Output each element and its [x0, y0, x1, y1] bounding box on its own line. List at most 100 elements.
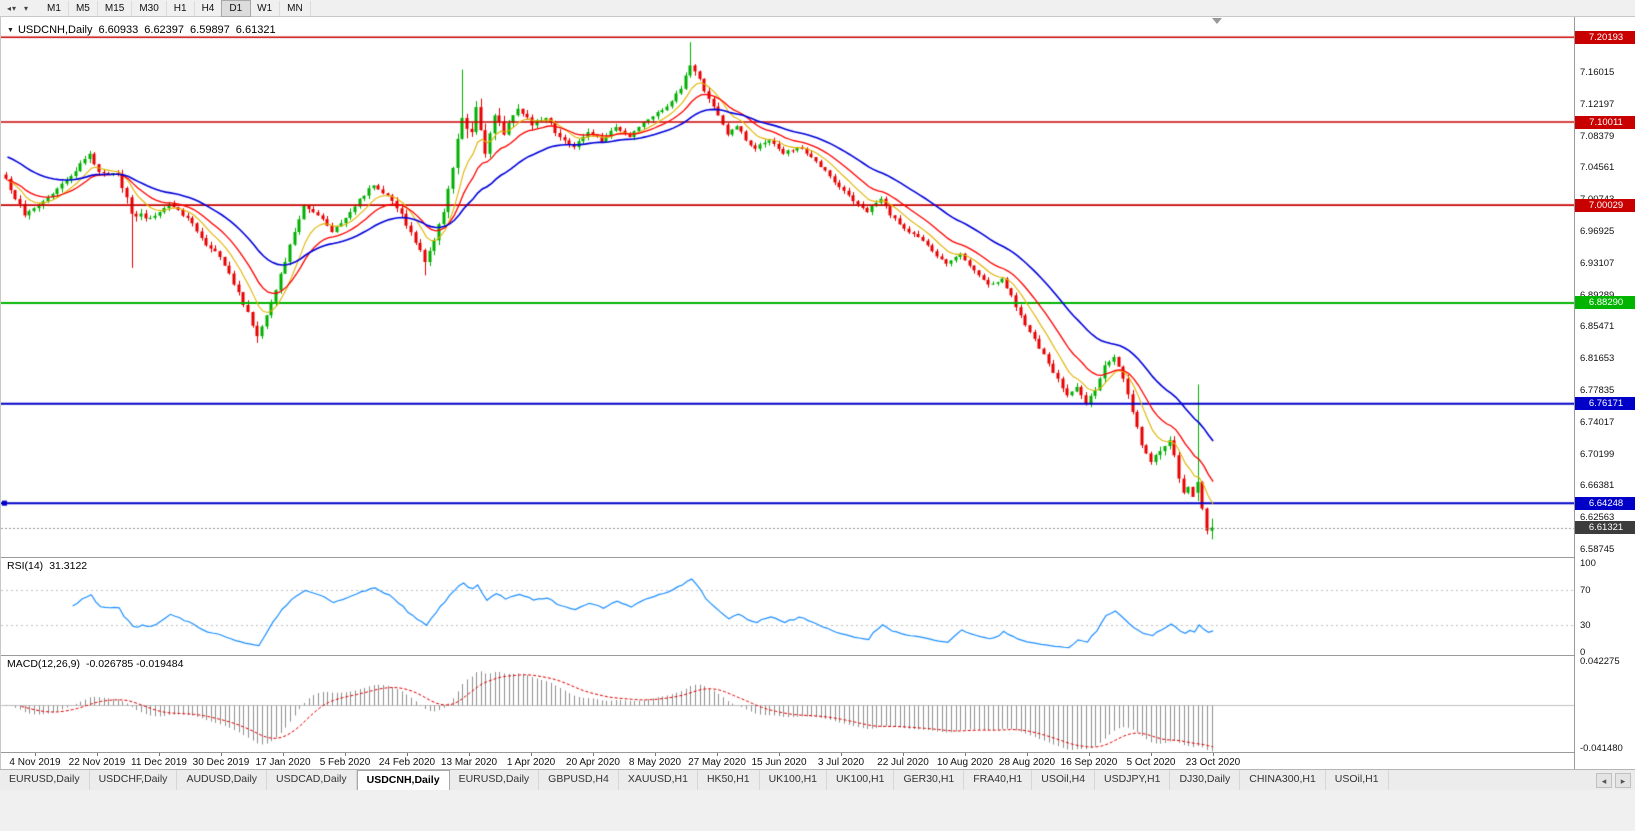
date-label: 24 Feb 2020: [379, 757, 435, 768]
date-label: 30 Dec 2019: [193, 757, 250, 768]
price-tick-label: 6.85471: [1580, 321, 1614, 332]
date-tick: [717, 753, 718, 756]
chart-tab-7-xauusd[interactable]: XAUUSD,H1: [619, 770, 698, 790]
price-level-badge[interactable]: 6.88290: [1575, 296, 1635, 309]
chart-tab-6-gbpusd[interactable]: GBPUSD,H4: [539, 770, 619, 790]
date-axis[interactable]: 4 Nov 201922 Nov 201911 Dec 201930 Dec 2…: [1, 753, 1574, 769]
date-tick: [283, 753, 284, 756]
price-tick-label: 6.93107: [1580, 258, 1614, 269]
ohlc-open-value: 6.60933: [99, 24, 139, 36]
chart-tab-14-usdjpy[interactable]: USDJPY,H1: [1095, 770, 1170, 790]
date-label: 1 Apr 2020: [507, 757, 555, 768]
timeframe-button-mn[interactable]: MN: [280, 1, 311, 16]
macd-scale-label: -0.041480: [1580, 743, 1623, 754]
chart-tab-11-ger30[interactable]: GER30,H1: [894, 770, 964, 790]
timeframe-button-m5[interactable]: M5: [69, 1, 98, 16]
price-level-badge[interactable]: 7.00029: [1575, 199, 1635, 212]
price-level-badge[interactable]: 6.64248: [1575, 497, 1635, 510]
panel-separator-rsi[interactable]: [1, 557, 1635, 558]
price-tick-label: 7.12197: [1580, 99, 1614, 110]
date-tick: [965, 753, 966, 756]
date-tick: [593, 753, 594, 756]
ohlc-high-value: 6.62397: [144, 24, 184, 36]
ohlc-close-value: 6.61321: [236, 24, 276, 36]
chart-tab-13-usoil[interactable]: USOil,H4: [1032, 770, 1095, 790]
price-tick-label: 7.08379: [1580, 131, 1614, 142]
timeframe-bar: M1M5M15M30H1H4D1W1MN: [40, 1, 311, 16]
date-label: 20 Apr 2020: [566, 757, 620, 768]
tabs-scroll-left-button[interactable]: ◂: [1596, 773, 1612, 788]
last-price-badge: 6.61321: [1575, 521, 1635, 534]
price-tick-label: 6.66381: [1580, 480, 1614, 491]
rsi-scale-label: 100: [1580, 558, 1596, 569]
chart-title: ▼ USDCNH,Daily 6.60933 6.62397 6.59897 6…: [7, 24, 276, 36]
date-tick: [221, 753, 222, 756]
chart-dropdown-button[interactable]: ▾: [20, 1, 32, 16]
date-label: 3 Jul 2020: [818, 757, 864, 768]
chart-tab-9-uk100[interactable]: UK100,H1: [760, 770, 827, 790]
date-label: 4 Nov 2019: [9, 757, 60, 768]
macd-name: MACD(12,26,9): [7, 658, 80, 670]
timeframe-button-d1[interactable]: D1: [222, 1, 250, 16]
chart-tab-16-china300[interactable]: CHINA300,H1: [1240, 770, 1326, 790]
chart-tab-0-eurusd[interactable]: EURUSD,Daily: [0, 770, 90, 790]
date-tick: [903, 753, 904, 756]
chart-shift-marker[interactable]: [1212, 18, 1222, 24]
panel-separator-macd[interactable]: [1, 655, 1635, 656]
date-tick: [1027, 753, 1028, 756]
chart-tab-5-eurusd[interactable]: EURUSD,Daily: [450, 770, 540, 790]
date-label: 22 Jul 2020: [877, 757, 929, 768]
chart-tab-3-usdcad[interactable]: USDCAD,Daily: [267, 770, 357, 790]
date-label: 16 Sep 2020: [1061, 757, 1118, 768]
price-level-badge[interactable]: 7.10011: [1575, 116, 1635, 129]
timeframe-button-m1[interactable]: M1: [40, 1, 69, 16]
chart-tab-1-usdchf[interactable]: USDCHF,Daily: [90, 770, 178, 790]
triangle-down-icon: ▼: [7, 27, 14, 34]
price-tick-label: 6.74017: [1580, 417, 1614, 428]
date-tick: [469, 753, 470, 756]
chart-tab-bar: EURUSD,DailyUSDCHF,DailyAUDUSD,DailyUSDC…: [0, 769, 1635, 790]
date-tick: [407, 753, 408, 756]
chart-back-button[interactable]: ◂ ▾: [3, 1, 20, 16]
chart-tab-15-dj30[interactable]: DJ30,Daily: [1170, 770, 1240, 790]
chart-tab-4-usdcnh[interactable]: USDCNH,Daily: [357, 770, 450, 790]
macd-indicator-label: MACD(12,26,9) -0.026785 -0.019484: [7, 658, 183, 670]
date-tick: [345, 753, 346, 756]
price-tick-label: 7.16015: [1580, 67, 1614, 78]
price-tick-label: 6.70199: [1580, 449, 1614, 460]
date-label: 17 Jan 2020: [255, 757, 310, 768]
timeframe-button-h4[interactable]: H4: [195, 1, 223, 16]
date-tick: [35, 753, 36, 756]
timeframe-button-m30[interactable]: M30: [132, 1, 166, 16]
timeframe-button-h1[interactable]: H1: [167, 1, 195, 16]
date-label: 28 Aug 2020: [999, 757, 1055, 768]
macd-scale-label: 0.042275: [1580, 656, 1620, 667]
price-scale[interactable]: 7.160157.121977.083797.045617.007436.969…: [1574, 17, 1635, 769]
tabs-scroll-right-button[interactable]: ▸: [1615, 773, 1631, 788]
date-tick: [841, 753, 842, 756]
top-toolbar: ◂ ▾ ▾ M1M5M15M30H1H4D1W1MN: [0, 0, 1635, 17]
chart-tab-10-uk100[interactable]: UK100,H1: [827, 770, 894, 790]
price-level-badge[interactable]: 7.20193: [1575, 31, 1635, 44]
date-label: 5 Oct 2020: [1127, 757, 1176, 768]
date-tick: [1213, 753, 1214, 756]
date-label: 8 May 2020: [629, 757, 681, 768]
chart-canvas[interactable]: [1, 17, 1574, 769]
chart-tab-2-audusd[interactable]: AUDUSD,Daily: [177, 770, 267, 790]
chart-tab-17-usoil[interactable]: USOil,H1: [1326, 770, 1389, 790]
symbol-period-label: USDCNH,Daily: [18, 24, 93, 36]
date-tick: [655, 753, 656, 756]
chart-tab-12-fra40[interactable]: FRA40,H1: [964, 770, 1032, 790]
date-label: 23 Oct 2020: [1186, 757, 1240, 768]
price-tick-label: 6.58745: [1580, 544, 1614, 555]
timeframe-button-w1[interactable]: W1: [250, 1, 280, 16]
back-arrow-icon: ◂: [7, 4, 11, 13]
chart-tab-8-hk50[interactable]: HK50,H1: [698, 770, 760, 790]
price-level-badge[interactable]: 6.76171: [1575, 397, 1635, 410]
date-label: 11 Dec 2019: [131, 757, 187, 768]
caret-down-icon: ▾: [24, 4, 28, 13]
rsi-name: RSI(14): [7, 560, 43, 572]
tabs-container: EURUSD,DailyUSDCHF,DailyAUDUSD,DailyUSDC…: [0, 770, 1592, 790]
ohlc-low-value: 6.59897: [190, 24, 230, 36]
timeframe-button-m15[interactable]: M15: [98, 1, 132, 16]
